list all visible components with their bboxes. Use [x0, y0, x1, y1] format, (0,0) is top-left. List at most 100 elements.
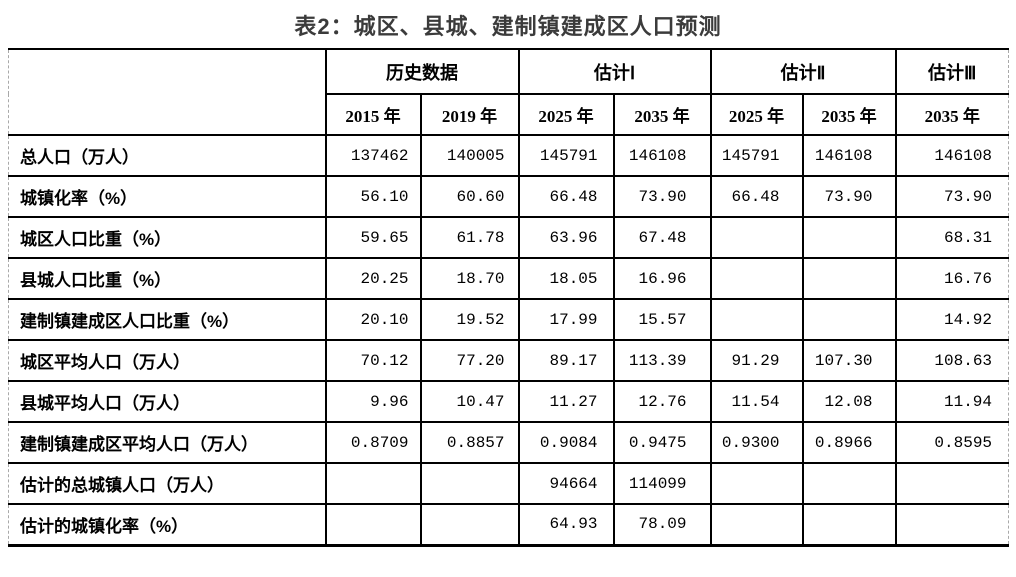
table-head: 历史数据 估计Ⅰ 估计Ⅱ 估计Ⅲ 2015 年 2019 年 2025 年 2035 年 202… [8, 49, 1009, 136]
value-cell: 91.29 [709, 339, 804, 382]
value-cell: 146108 [894, 134, 1009, 177]
year-header-cell: 2035 年 [801, 93, 897, 136]
value-cell: 59.65 [324, 216, 422, 259]
value-cell: 10.47 [419, 380, 520, 423]
value-cell: 16.76 [894, 257, 1009, 300]
row-label-cell: 估计的城镇化率（%） [8, 503, 327, 545]
value-cell: 66.48 [709, 175, 804, 218]
header-group-cell: 估计Ⅱ [709, 49, 897, 95]
value-cell: 145791 [517, 134, 615, 177]
table-row: 城区平均人口（万人） 70.12 77.20 89.17 113.39 91.29 107.… [8, 339, 1009, 382]
value-cell: 0.8966 [801, 421, 897, 464]
table-row: 县城人口比重（%） 20.25 18.70 18.05 16.96 16.76 [8, 257, 1009, 300]
population-forecast-table: 历史数据 估计Ⅰ 估计Ⅱ 估计Ⅲ 2015 年 2019 年 2025 年 2035 年 202… [8, 48, 1010, 547]
value-cell: 15.57 [612, 298, 712, 341]
value-cell: 140005 [419, 134, 520, 177]
table-row: 县城平均人口（万人） 9.96 10.47 11.27 12.76 11.54 12.08 1… [8, 380, 1009, 423]
value-cell: 12.76 [612, 380, 712, 423]
table-row: 城区人口比重（%） 59.65 61.78 63.96 67.48 68.31 [8, 216, 1009, 259]
value-cell [709, 298, 804, 341]
value-cell: 61.78 [419, 216, 520, 259]
value-cell: 145791 [709, 134, 804, 177]
value-cell: 11.94 [894, 380, 1009, 423]
value-cell: 89.17 [517, 339, 615, 382]
value-cell: 78.09 [612, 503, 712, 545]
value-cell: 0.9475 [612, 421, 712, 464]
value-cell: 9.96 [324, 380, 422, 423]
value-cell: 137462 [324, 134, 422, 177]
value-cell [709, 503, 804, 545]
value-cell: 11.54 [709, 380, 804, 423]
row-label-cell: 估计的总城镇人口（万人） [8, 462, 327, 505]
year-header-cell: 2025 年 [709, 93, 804, 136]
value-cell: 60.60 [419, 175, 520, 218]
value-cell: 64.93 [517, 503, 615, 545]
value-cell [419, 462, 520, 505]
table-row: 估计的总城镇人口（万人） 94664 114099 [8, 462, 1009, 505]
year-header-cell: 2035 年 [612, 93, 712, 136]
value-cell: 16.96 [612, 257, 712, 300]
value-cell [801, 257, 897, 300]
value-cell: 20.25 [324, 257, 422, 300]
table-body: 总人口（万人） 137462 140005 145791 146108 145791 146… [8, 134, 1009, 545]
row-label-cell: 建制镇建成区人口比重（%） [8, 298, 327, 341]
year-header-cell: 2015 年 [325, 93, 422, 136]
row-label-cell: 城镇化率（%） [8, 175, 327, 218]
year-header-cell: 2025 年 [517, 93, 615, 136]
row-label-cell: 城区平均人口（万人） [8, 339, 327, 382]
year-header-cell: 2035 年 [894, 93, 1009, 136]
year-header-cell: 2019 年 [419, 93, 520, 136]
row-label-cell: 城区人口比重（%） [8, 216, 327, 259]
value-cell [894, 503, 1009, 545]
page-title: 表2：城区、县城、建制镇建成区人口预测 [294, 14, 722, 39]
value-cell: 63.96 [517, 216, 615, 259]
value-cell: 66.48 [517, 175, 615, 218]
value-cell: 18.70 [419, 257, 520, 300]
value-cell: 0.8857 [419, 421, 520, 464]
table-row: 建制镇建成区人口比重（%） 20.10 19.52 17.99 15.57 14.92 [8, 298, 1009, 341]
value-cell: 17.99 [517, 298, 615, 341]
value-cell [709, 257, 804, 300]
value-cell: 11.27 [517, 380, 615, 423]
value-cell: 73.90 [801, 175, 897, 218]
row-label-cell: 总人口（万人） [8, 134, 327, 177]
value-cell [709, 216, 804, 259]
value-cell: 56.10 [324, 175, 422, 218]
value-cell: 73.90 [612, 175, 712, 218]
value-cell: 14.92 [894, 298, 1009, 341]
value-cell [419, 503, 520, 545]
table-row: 城镇化率（%） 56.10 60.60 66.48 73.90 66.48 73.90 73.… [8, 175, 1009, 218]
value-cell [801, 298, 897, 341]
value-cell [801, 503, 897, 545]
table-row: 估计的城镇化率（%） 64.93 78.09 [8, 503, 1009, 545]
value-cell: 12.08 [801, 380, 897, 423]
value-cell: 146108 [801, 134, 897, 177]
value-cell [709, 462, 804, 505]
header-group-cell: 估计Ⅲ [894, 49, 1009, 95]
value-cell [894, 462, 1009, 505]
row-label-cell: 县城平均人口（万人） [8, 380, 327, 423]
corner-cell [8, 49, 327, 136]
value-cell [801, 216, 897, 259]
value-cell: 0.9300 [709, 421, 804, 464]
value-cell: 94664 [517, 462, 615, 505]
value-cell: 68.31 [894, 216, 1009, 259]
value-cell [801, 462, 897, 505]
value-cell: 77.20 [419, 339, 520, 382]
value-cell: 0.8595 [894, 421, 1009, 464]
value-cell: 0.9084 [517, 421, 615, 464]
table-row: 总人口（万人） 137462 140005 145791 146108 145791 146… [8, 134, 1009, 177]
value-cell: 19.52 [419, 298, 520, 341]
row-label-cell: 县城人口比重（%） [8, 257, 327, 300]
value-cell: 114099 [612, 462, 712, 505]
value-cell: 73.90 [894, 175, 1009, 218]
header-group-cell: 估计Ⅰ [517, 49, 712, 95]
value-cell: 67.48 [612, 216, 712, 259]
value-cell [324, 462, 422, 505]
row-label-cell: 建制镇建成区平均人口（万人） [8, 421, 327, 464]
value-cell: 108.63 [894, 339, 1009, 382]
value-cell: 20.10 [324, 298, 422, 341]
value-cell [324, 503, 422, 545]
value-cell: 0.8709 [324, 421, 422, 464]
value-cell: 113.39 [612, 339, 712, 382]
